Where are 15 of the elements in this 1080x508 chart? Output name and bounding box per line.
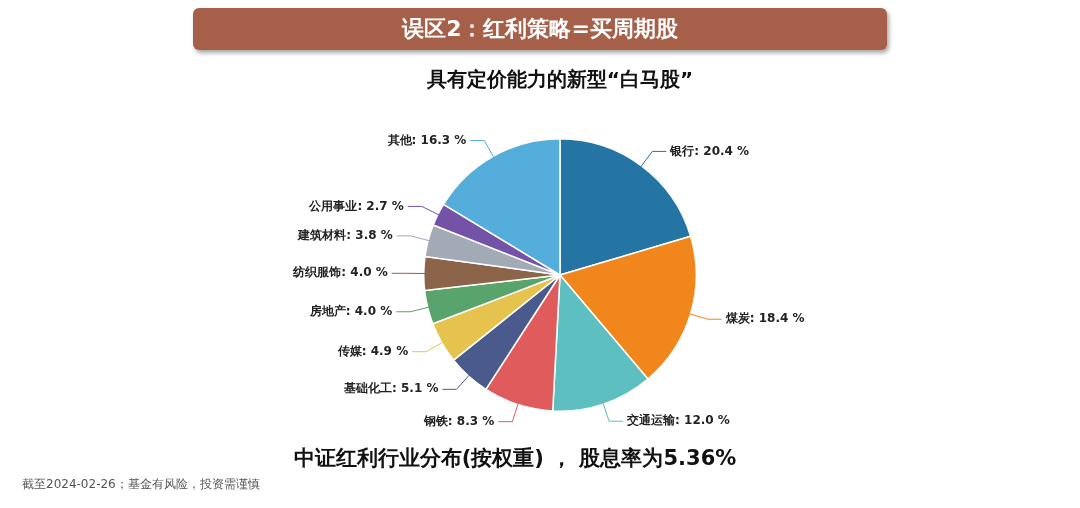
chart-title: 误区2：红利策略=买周期股 (193, 8, 887, 50)
slice-label: 传媒: 4.9 % (336, 343, 409, 358)
slice-label: 银行: 20.4 % (669, 143, 750, 158)
text: 截至2024-02-26；基金有风险，投资需谨慎 (22, 476, 260, 493)
slice-label: 建筑材料: 3.8 % (297, 228, 393, 243)
slice-label: 公用事业: 2.7 % (308, 198, 404, 213)
slice-label: 煤炭: 18.4 % (724, 311, 805, 326)
slice-label: 钢铁: 8.3 % (422, 413, 495, 428)
slice-label: 交通运输: 12.0 % (626, 413, 730, 428)
slice-label: 其他: 16.3 % (386, 132, 467, 147)
slice-label: 纺织服饰: 4.0 % (292, 265, 388, 280)
slice-label: 房地产: 4.0 % (308, 303, 393, 318)
slice-label: 基础化工: 5.1 % (343, 381, 439, 396)
text: 中证红利行业分布(按权重) ， 股息率为5.36% (292, 445, 738, 472)
chart-subtitle: 具有定价能力的新型“白马股” (425, 66, 695, 93)
